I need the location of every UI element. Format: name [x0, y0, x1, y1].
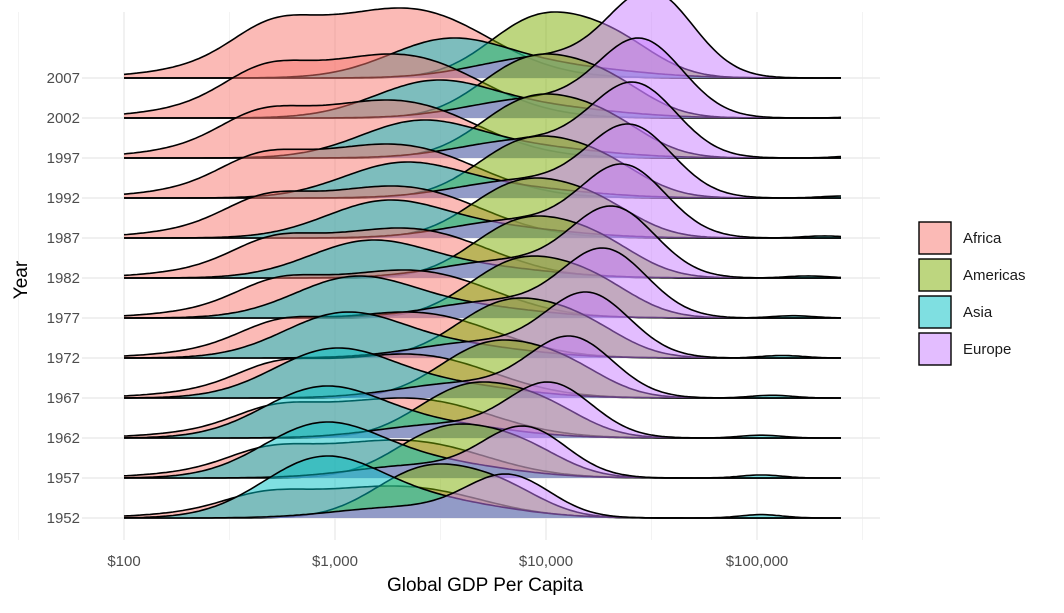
x-tick-label: $100,000	[726, 553, 789, 570]
ridge-asia-2002	[124, 80, 841, 118]
legend-swatch-africa	[918, 221, 952, 255]
ridge-outline-europe-1977	[124, 247, 841, 319]
ridge-americas-1967	[124, 340, 841, 398]
legend-label-europe: Europe	[963, 341, 1011, 358]
ridge-outline-europe-1972	[124, 291, 841, 359]
ridge-europe-1952	[124, 474, 841, 518]
ridge-asia-1972	[124, 312, 841, 358]
ridge-asia-1962	[124, 386, 841, 438]
ridge-outline-europe-1967	[124, 335, 841, 399]
ridge-americas-1962	[124, 382, 841, 438]
ridge-americas-1987	[124, 178, 841, 238]
y-tick-label: 1977	[47, 310, 80, 327]
ridge-outline-europe-1962	[124, 381, 841, 439]
ridge-europe-1997	[124, 82, 841, 158]
legend-label-africa: Africa	[963, 230, 1002, 247]
y-tick-label: 1972	[47, 350, 80, 367]
ridge-asia-1977	[124, 276, 841, 318]
ridge-europe-1977	[124, 248, 841, 318]
ridge-americas-1972	[124, 298, 841, 358]
ridge-outline-europe-1957	[124, 425, 841, 479]
y-tick-label: 2007	[47, 70, 80, 87]
ridge-americas-1992	[124, 136, 841, 198]
legend-swatch-europe	[918, 332, 952, 366]
ridge-americas-1997	[124, 94, 841, 158]
ridge-europe-1992	[124, 124, 841, 198]
y-tick-label: 1967	[47, 390, 80, 407]
x-tick-label: $10,000	[519, 553, 573, 570]
y-tick-label: 1997	[47, 150, 80, 167]
y-tick-label: 1982	[47, 270, 80, 287]
y-tick-label: 2002	[47, 110, 80, 127]
ridge-layer	[123, 0, 842, 519]
ridge-outline-europe-1982	[124, 205, 841, 279]
ridge-europe-1982	[124, 206, 841, 278]
ridge-asia-1967	[124, 348, 841, 398]
legend: Africa Americas Asia Europe	[918, 221, 1026, 366]
legend-swatch-asia	[918, 295, 952, 329]
ridge-outline-europe-1992	[124, 123, 841, 199]
y-tick-label: 1957	[47, 470, 80, 487]
y-tick-label: 1992	[47, 190, 80, 207]
ridge-asia-1982	[124, 240, 841, 278]
y-tick-label: 1962	[47, 430, 80, 447]
ridge-americas-1982	[124, 216, 841, 278]
ridge-outline-europe-1987	[124, 163, 841, 239]
y-tick-label: 1987	[47, 230, 80, 247]
ridge-asia-1992	[124, 162, 841, 198]
ridge-outline-europe-1952	[124, 473, 841, 519]
x-tick-label: $1,000	[312, 553, 358, 570]
legend-label-americas: Americas	[963, 267, 1026, 284]
ridge-americas-1977	[124, 256, 841, 318]
x-axis-title: Global GDP Per Capita	[387, 575, 584, 596]
ridge-asia-1952	[124, 456, 841, 518]
legend-swatch-americas	[918, 258, 952, 292]
legend-label-asia: Asia	[963, 304, 993, 321]
ridge-asia-2007	[124, 38, 841, 78]
y-tick-label: 1952	[47, 510, 80, 527]
ridge-europe-1957	[124, 426, 841, 478]
ridge-europe-1987	[124, 164, 841, 238]
x-tick-label: $100	[107, 553, 140, 570]
y-axis-title: Year	[11, 260, 32, 299]
axis-layer: $100 $1,000 $10,000 $100,000 1952 1957 1962 196…	[47, 70, 789, 570]
ridge-asia-1987	[124, 200, 841, 238]
ridge-asia-1997	[124, 120, 841, 158]
